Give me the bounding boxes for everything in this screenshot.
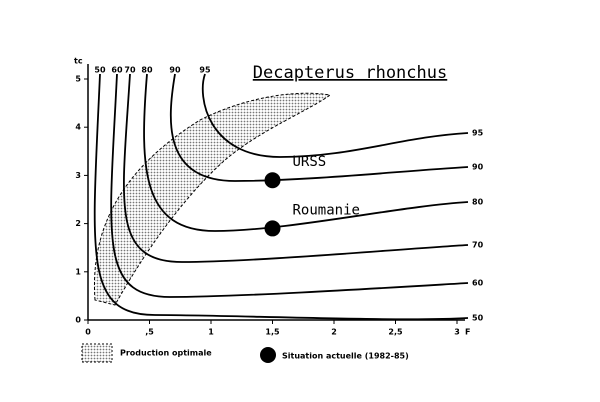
x-tick-label: 3 [454, 328, 460, 337]
isopleth-label: 60 [472, 279, 484, 288]
x-tick-label: 0 [85, 328, 91, 337]
y-tick-label: 5 [75, 75, 81, 84]
isopleth-label: 50 [94, 66, 106, 75]
x-tick-label: 2 [331, 328, 337, 337]
legend-swatch [260, 347, 276, 363]
isopleth-label: 95 [472, 129, 484, 138]
isopleth [123, 73, 469, 263]
isopleth-label: 70 [124, 66, 136, 75]
chart-title: Decapterus rhonchus [253, 63, 447, 83]
point-label: URSS [293, 154, 327, 170]
isopleth-label: 95 [199, 66, 211, 75]
isopleth-label: 60 [111, 66, 123, 75]
optimal-zone [93, 92, 332, 306]
legend-label: Situation actuelle (1982-85) [282, 352, 409, 361]
isopleth [143, 73, 469, 232]
isopleth [169, 73, 469, 182]
isopleth-label: 90 [169, 66, 181, 75]
legend-label: Production optimale [120, 349, 212, 358]
point-label: Roumanie [293, 202, 360, 218]
point [264, 220, 281, 237]
x-tick-label: 2,5 [388, 328, 403, 337]
isopleth-label: 70 [472, 241, 484, 250]
y-tick-label: 4 [75, 123, 81, 132]
isopleth-label: 50 [472, 314, 484, 323]
x-axis-label: F [465, 328, 470, 337]
isopleth [201, 73, 469, 158]
y-tick-label: 0 [75, 316, 81, 325]
x-tick-label: 1 [208, 328, 214, 337]
isopleth [93, 73, 469, 321]
isopleth [110, 73, 469, 298]
isopleth-label: 90 [472, 163, 484, 172]
isopleth-label: 80 [472, 198, 484, 207]
isopleth-label: 80 [141, 66, 153, 75]
x-tick-label: 1,5 [265, 328, 280, 337]
y-tick-label: 3 [75, 171, 81, 180]
legend-swatch [81, 343, 113, 363]
point [264, 172, 281, 189]
y-tick-label: 2 [75, 219, 81, 228]
x-tick-label: ,5 [145, 328, 154, 337]
y-tick-label: 1 [75, 267, 81, 276]
y-axis-label: tc [74, 57, 83, 66]
